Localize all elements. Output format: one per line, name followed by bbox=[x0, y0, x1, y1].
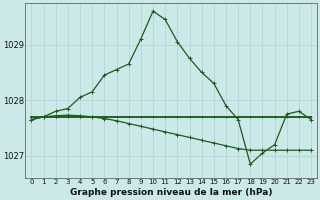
X-axis label: Graphe pression niveau de la mer (hPa): Graphe pression niveau de la mer (hPa) bbox=[70, 188, 273, 197]
